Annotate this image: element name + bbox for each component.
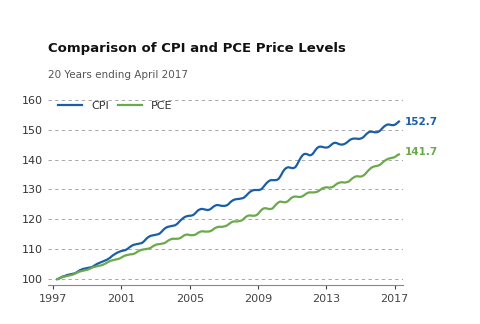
PCE bbox=[235, 219, 240, 223]
PCE bbox=[396, 153, 402, 156]
Line: CPI: CPI bbox=[58, 122, 399, 279]
Legend: CPI, PCE: CPI, PCE bbox=[54, 96, 177, 115]
CPI bbox=[176, 220, 182, 224]
CPI bbox=[236, 197, 241, 201]
CPI bbox=[281, 168, 287, 172]
CPI bbox=[232, 198, 238, 202]
CPI bbox=[396, 120, 402, 123]
PCE bbox=[169, 237, 175, 241]
PCE bbox=[83, 268, 88, 272]
Line: PCE: PCE bbox=[58, 155, 399, 279]
Text: 20 Years ending April 2017: 20 Years ending April 2017 bbox=[48, 70, 188, 80]
CPI bbox=[55, 277, 60, 281]
CPI bbox=[247, 190, 253, 194]
PCE bbox=[331, 184, 336, 188]
PCE bbox=[135, 249, 141, 253]
PCE bbox=[263, 206, 269, 210]
Text: 141.7: 141.7 bbox=[405, 147, 438, 156]
Text: 152.7: 152.7 bbox=[405, 117, 438, 127]
PCE bbox=[55, 277, 60, 281]
Text: Comparison of CPI and PCE Price Levels: Comparison of CPI and PCE Price Levels bbox=[48, 42, 346, 55]
CPI bbox=[66, 273, 72, 277]
